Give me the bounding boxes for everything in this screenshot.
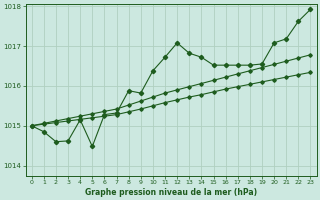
X-axis label: Graphe pression niveau de la mer (hPa): Graphe pression niveau de la mer (hPa)	[85, 188, 257, 197]
